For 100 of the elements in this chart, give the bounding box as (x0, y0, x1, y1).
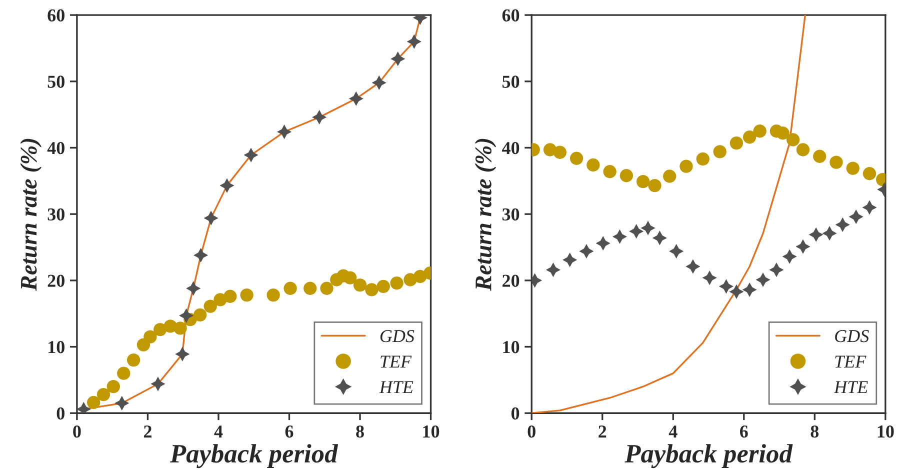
point (390, 276, 404, 290)
y-axis-title: Return rate (%) (20, 138, 42, 291)
y-tick-label: 40 (47, 142, 64, 154)
y-tick-label: 20 (502, 274, 520, 287)
point (686, 259, 700, 274)
y-tick-label: 20 (48, 274, 64, 287)
point (304, 282, 317, 295)
point (756, 272, 770, 288)
point (186, 281, 201, 296)
x-tick-label: 6 (740, 426, 748, 438)
point (636, 174, 650, 188)
point (680, 160, 693, 173)
point (194, 248, 208, 263)
point (620, 169, 634, 182)
point (786, 133, 800, 146)
y-tick-label: 60 (502, 9, 520, 22)
x-tick-label: 0 (528, 425, 536, 438)
point (179, 308, 194, 323)
x-axis-title: Payback period (624, 444, 793, 468)
point (586, 158, 600, 172)
point (266, 288, 280, 302)
y-tick-label: 40 (502, 142, 520, 154)
point (796, 143, 810, 156)
point (106, 380, 120, 394)
y-tick-label: 50 (502, 76, 520, 88)
point (640, 220, 656, 236)
x-axis-title: Payback period (170, 444, 338, 468)
point (96, 388, 110, 402)
point (603, 165, 616, 178)
point (730, 136, 744, 150)
point (284, 282, 297, 295)
point (713, 145, 726, 158)
y-tick-label: 30 (502, 208, 520, 221)
point (596, 236, 610, 251)
point (117, 366, 130, 380)
x-tick-label: 8 (356, 425, 364, 438)
x-tick-label: 4 (668, 426, 678, 438)
point (822, 226, 837, 241)
point (562, 252, 578, 268)
point (629, 224, 644, 239)
point (579, 244, 594, 259)
point (320, 282, 334, 295)
point (365, 283, 378, 296)
point (126, 353, 140, 367)
y-tick-label: 0 (56, 407, 64, 420)
point (390, 52, 406, 66)
y-tick-label: 50 (48, 76, 64, 88)
point (862, 200, 877, 215)
point (114, 396, 130, 410)
point (612, 229, 627, 244)
point (277, 124, 292, 140)
point (753, 124, 766, 138)
point (546, 262, 560, 278)
point (729, 284, 744, 299)
y-tick-label: 60 (48, 9, 64, 22)
point (240, 288, 254, 302)
y-tick-label: 10 (503, 341, 520, 354)
y-axis-title: Return rate (%) (474, 138, 496, 291)
x-tick-label: 2 (144, 426, 152, 438)
point (663, 170, 676, 183)
point (769, 262, 784, 278)
x-tick-label: 4 (214, 426, 223, 438)
point (204, 210, 218, 226)
point (702, 270, 717, 286)
x-tick-label: 0 (73, 425, 81, 438)
legend-label: TEF (380, 356, 412, 368)
point (406, 34, 422, 49)
point (835, 217, 850, 232)
point (348, 91, 364, 106)
point (652, 230, 667, 246)
point (570, 152, 584, 165)
legend-label: HTE (379, 381, 414, 394)
point (742, 282, 757, 298)
x-tick-label: 2 (598, 426, 606, 438)
point (696, 152, 710, 166)
legend-label: HTE (834, 381, 868, 394)
point (648, 178, 662, 192)
point (830, 156, 843, 169)
y-tick-label: 0 (511, 407, 520, 420)
point (813, 150, 826, 163)
point (846, 162, 860, 175)
point (376, 280, 390, 293)
legend-label: GDS (835, 330, 869, 342)
point (87, 396, 100, 410)
point (718, 279, 734, 294)
point (669, 244, 684, 259)
point (372, 75, 386, 90)
point (312, 110, 327, 124)
point (742, 130, 756, 144)
legend-label: TEF (835, 356, 866, 368)
y-tick-label: 30 (48, 208, 64, 221)
y-tick-label: 10 (48, 341, 64, 354)
point (353, 278, 367, 292)
point (776, 126, 790, 140)
point (220, 178, 234, 193)
point (224, 290, 237, 303)
legend-label: GDS (380, 330, 414, 342)
point (344, 271, 357, 284)
x-tick-label: 10 (878, 425, 894, 438)
point (808, 227, 824, 242)
